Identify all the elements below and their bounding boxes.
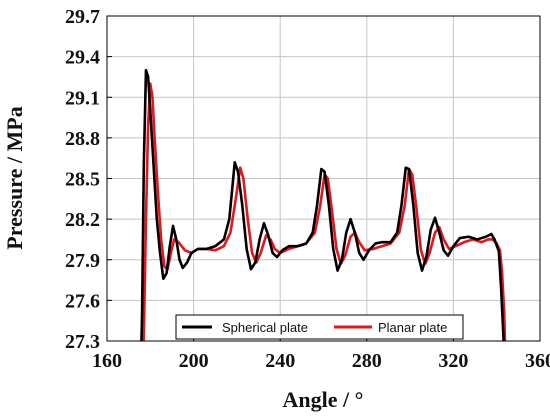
legend: Spherical plate Planar plate: [175, 314, 464, 340]
legend-label-spherical: Spherical plate: [222, 320, 308, 335]
x-tick-label: 240: [265, 350, 295, 372]
y-axis-ticks: 27.3 27.6 27.9 28.2 28.5 28.8 29.1 29.4 29.7: [65, 6, 112, 353]
y-tick-label: 29.4: [65, 47, 100, 69]
y-tick-label: 29.1: [65, 87, 100, 109]
series-group: [140, 68, 507, 341]
y-tick-label: 27.9: [65, 250, 100, 272]
x-tick-label: 360: [525, 350, 550, 372]
y-axis-title: Pressure / MPa: [2, 106, 27, 249]
x-tick-label: 280: [352, 350, 382, 372]
y-tick-label: 28.5: [65, 169, 100, 191]
series-line-planar-plate: [142, 82, 507, 341]
x-axis-ticks: 160 200 240 280 320 360: [92, 336, 550, 372]
y-tick-label: 28.8: [65, 128, 100, 150]
grid: [107, 16, 540, 341]
y-tick-label: 27.6: [65, 290, 100, 312]
y-tick-label: 27.3: [65, 331, 100, 353]
y-tick-label: 29.7: [65, 6, 100, 28]
legend-label-planar: Planar plate: [378, 320, 447, 335]
y-tick-label: 28.2: [65, 209, 100, 231]
x-axis-title: Angle / °: [283, 387, 364, 412]
x-tick-label: 320: [438, 350, 468, 372]
legend-box: [175, 314, 464, 340]
x-tick-label: 160: [92, 350, 122, 372]
x-tick-label: 200: [179, 350, 209, 372]
series-line-spherical-plate: [140, 68, 505, 341]
